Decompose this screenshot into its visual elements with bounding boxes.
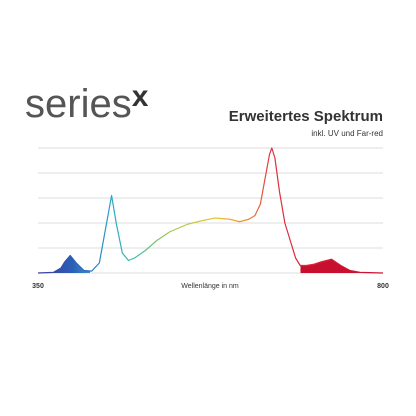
spectrum-line	[37, 147, 384, 274]
chart-subtitle: inkl. UV und Far-red	[311, 129, 383, 138]
spectrum-area	[38, 148, 383, 273]
x-axis-label: Wellenlänge in nm	[181, 283, 239, 290]
x-tick-label: 800	[377, 283, 389, 290]
logo-text: series	[25, 82, 132, 126]
logo: seriesx	[25, 80, 149, 126]
x-tick-label: 350	[32, 283, 44, 290]
logo-mark: x	[132, 80, 149, 113]
chart-title: Erweitertes Spektrum	[229, 108, 383, 125]
